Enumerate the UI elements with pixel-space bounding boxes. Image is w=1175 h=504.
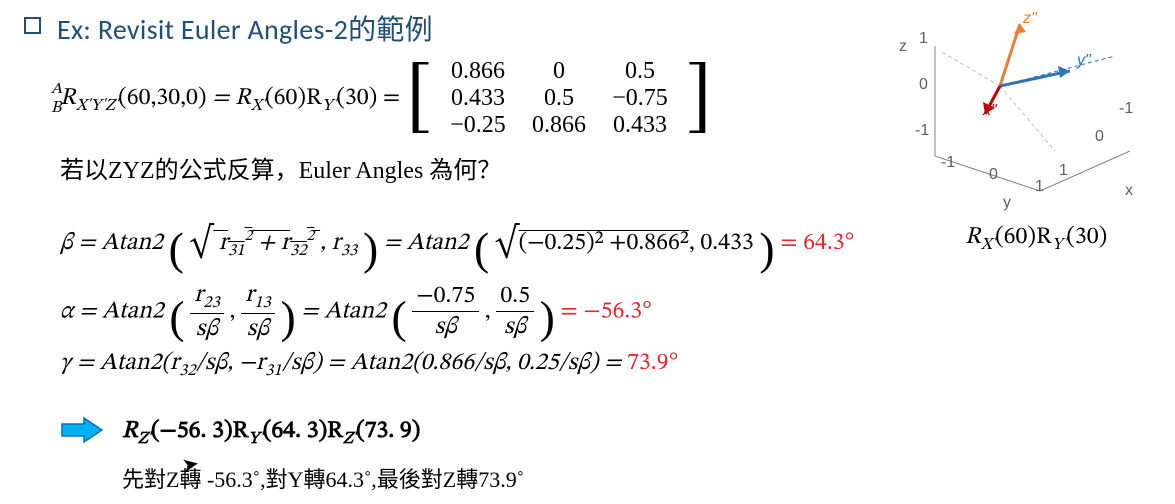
alpha-result: = −56.3° [560,300,652,324]
y2-label: y" [1077,52,1091,70]
alpha-n4: 0.5 [496,281,534,311]
beta-comma: , r [320,231,341,255]
x-tick-m1: -1 [1119,100,1133,118]
sub-x: X' [251,97,265,114]
beta-r1-sub: 31 [228,242,245,259]
sub-xyz: X'Y'Z' [76,97,118,114]
beta-arg2: , 0.433 [689,231,760,255]
eq-gamma: γ = Atan2(r32/sβ, −r31/sβ) = Atan2(0.866… [60,348,678,381]
presuper-A: A [51,79,62,99]
gamma-mid2: /sβ) = Atan2(0.866/sβ, 0.25/sβ) = [282,351,627,375]
args-30-eq: (30) = [336,86,405,110]
explain-text: 先對Z轉 -56.3˚,對Y轉64.3˚,最後對Z轉73.9˚ [122,467,524,492]
slide-root: Ex: Revisit Euler Angles-2的範例 A B R X'Y'… [0,0,1175,504]
gamma-result: 73.9° [627,351,678,375]
y-tick-1: 1 [1035,178,1044,196]
alpha-n1: r [194,283,203,307]
x-tick-0: 0 [1095,128,1104,146]
alpha-comma2: , [485,300,491,324]
z-tick-1: 1 [919,30,928,48]
ans-R1: R [122,419,138,443]
sub-y: Y' [322,97,337,114]
explain-line: 先對Z轉 -56.3˚,對Y轉64.3˚,最後對Z轉73.9˚ [122,462,524,494]
m01: 0 [524,58,594,85]
m10: 0.433 [438,85,518,112]
beta-eq2: = Atan2 [384,231,469,255]
args-60: (60)R [265,86,322,110]
ans-a3: (73. 9) [356,419,420,443]
eq-mid1: = R [206,86,250,110]
gamma-s2: 31 [265,362,282,379]
args-603000: (60,30,0) [118,86,206,110]
y-tick-0: 0 [989,166,998,184]
x-label: x [1125,182,1133,200]
side-s2: Y' [1052,236,1067,253]
beta-plus: + r [252,231,290,255]
beta-r2-sup: 2 [307,228,315,244]
alpha-n1s: 23 [203,294,220,311]
m00: 0.866 [438,58,518,85]
gamma-l1: γ = Atan2(r [60,351,179,375]
ans-s1: Z' [138,430,151,447]
eq-beta: β = Atan2 ( √ r312 + r322 , r33 ) = Atan… [60,222,854,275]
eq-alpha: α = Atan2 ( r23 sβ , r13 sβ ) = Atan2 ( … [60,280,652,344]
coord-plot: 1 z 0 -1 -1 0 1 y -1 0 1 x z" y" x" [885,6,1145,206]
answer-line: RZ'(−56. 3)RY'(64. 3)RZ'(73. 9) [122,416,420,449]
ans-s2: Y' [248,430,263,447]
m21: 0.866 [524,112,594,139]
bullet-icon [24,17,41,34]
slide-title: Ex: Revisit Euler Angles-2的範例 [57,8,433,48]
z-tick-0: 0 [919,76,928,94]
alpha-d2: sβ [241,313,275,344]
m11: 0.5 [524,85,594,112]
alpha-sym: α = Atan2 [60,300,164,324]
alpha-n2s: 13 [254,294,271,311]
sym-R: R [60,86,76,110]
beta-r2-sub: 32 [290,242,307,259]
beta-r1: r [219,231,228,255]
side-R1: R [965,225,981,249]
side-s1: X' [981,236,995,253]
eq-rotation-def: A B R X'Y'Z'(60,30,0) = RX'(60)RY'(30) =… [60,58,712,139]
z-tick-m1: -1 [915,122,929,140]
m22: 0.433 [600,112,680,139]
beta-r33: 33 [341,242,358,259]
alpha-d1: sβ [190,313,224,344]
question-text: 若以ZYZ的公式反算，Euler Angles 為何？ [60,158,501,184]
z2-label: z" [1023,10,1037,28]
alpha-comma1: , [230,300,236,324]
side-a2: (30) [1066,225,1107,249]
x-tick-1: 1 [1059,162,1068,180]
ans-s3: Z' [343,430,356,447]
gamma-s1: 32 [179,362,196,379]
ans-a1: (−56. 3)R [151,419,248,443]
alpha-eq2: = Atan2 [301,300,386,324]
arrow-icon [60,416,104,444]
alpha-n2: r [245,283,254,307]
gamma-mid: /sβ, −r [196,351,265,375]
alpha-n3: −0.75 [412,281,479,311]
y-tick-m1: -1 [941,154,955,172]
alpha-d3: sβ [412,311,479,342]
beta-numexpr: (−0.25)² +0.866² [519,231,689,255]
ans-a2: (64. 3)R [263,419,343,443]
question-line: 若以ZYZ的公式反算，Euler Angles 為何？ [60,150,501,185]
alpha-d4: sβ [496,311,534,342]
z-label: z [899,38,907,56]
side-eq: RX'(60)RY'(30) [965,222,1107,255]
m12: −0.75 [600,85,680,112]
side-a1: (60)R [995,225,1052,249]
presub-B: B [51,97,61,118]
m20: −0.25 [438,112,518,139]
x2-label: x" [983,102,997,120]
beta-result: = 64.3° [780,231,854,255]
beta-sym: β = Atan2 [60,231,163,255]
y-label: y [1003,194,1011,212]
matrix-body: 0.866 0 0.5 0.433 0.5 −0.75 −0.25 0.866 … [438,58,680,139]
m02: 0.5 [600,58,680,85]
